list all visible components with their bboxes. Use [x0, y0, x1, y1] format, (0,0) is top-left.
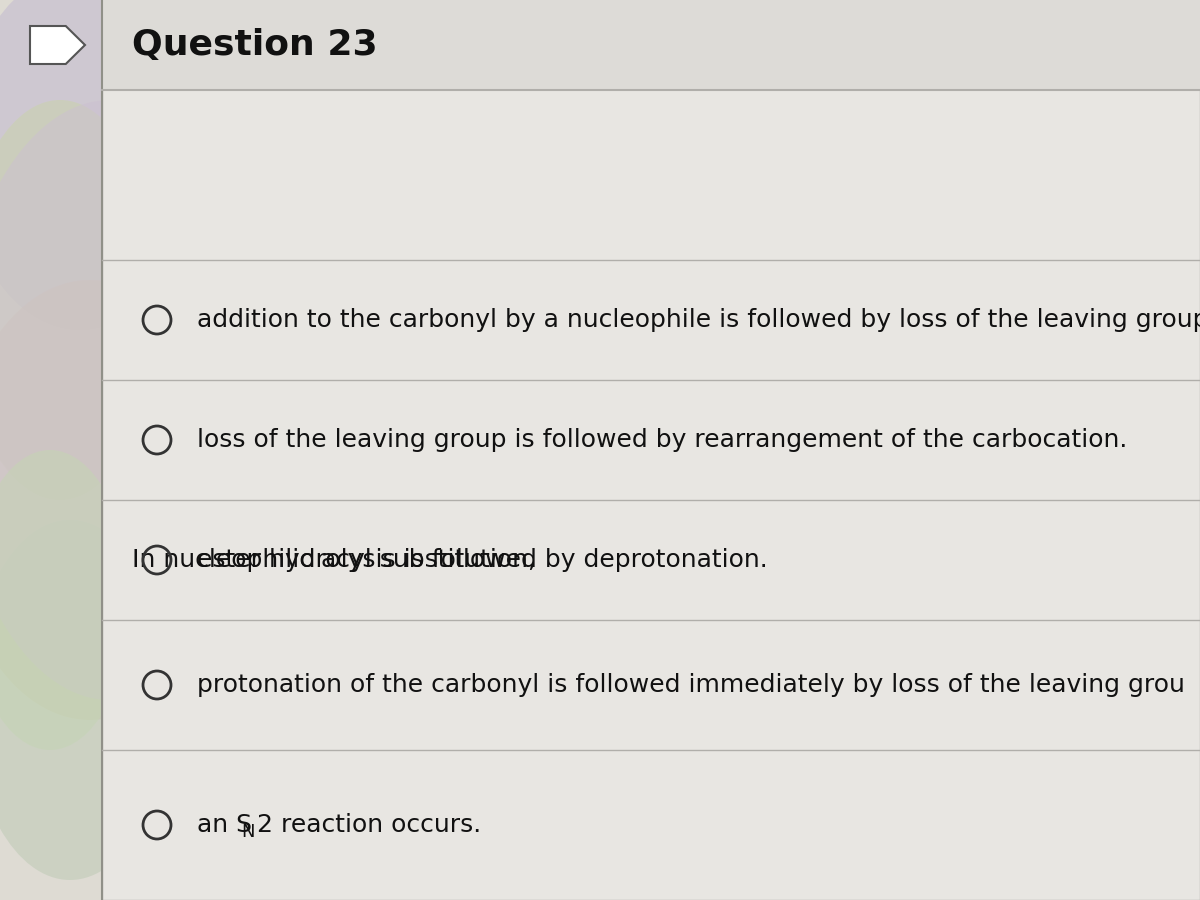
Text: N: N — [241, 823, 254, 841]
Bar — [0, 0, 102, 900]
Text: Question 23: Question 23 — [132, 28, 378, 62]
Bar — [102, 0, 1200, 90]
Text: an S: an S — [197, 813, 252, 837]
Ellipse shape — [0, 100, 160, 500]
Text: 2 reaction occurs.: 2 reaction occurs. — [257, 813, 481, 837]
Text: addition to the carbonyl by a nucleophile is followed by loss of the leaving gro: addition to the carbonyl by a nucleophil… — [197, 308, 1200, 332]
Text: protonation of the carbonyl is followed immediately by loss of the leaving grou: protonation of the carbonyl is followed … — [197, 673, 1184, 697]
Ellipse shape — [0, 100, 270, 700]
Ellipse shape — [0, 0, 200, 330]
Text: ester hydrolysis is followed by deprotonation.: ester hydrolysis is followed by deproton… — [197, 548, 768, 572]
Text: loss of the leaving group is followed by rearrangement of the carbocation.: loss of the leaving group is followed by… — [197, 428, 1127, 452]
Polygon shape — [30, 26, 85, 64]
Ellipse shape — [0, 520, 170, 880]
Text: In nucleophilic acyl substitution,: In nucleophilic acyl substitution, — [132, 548, 536, 572]
Ellipse shape — [0, 450, 130, 750]
Ellipse shape — [0, 280, 230, 720]
